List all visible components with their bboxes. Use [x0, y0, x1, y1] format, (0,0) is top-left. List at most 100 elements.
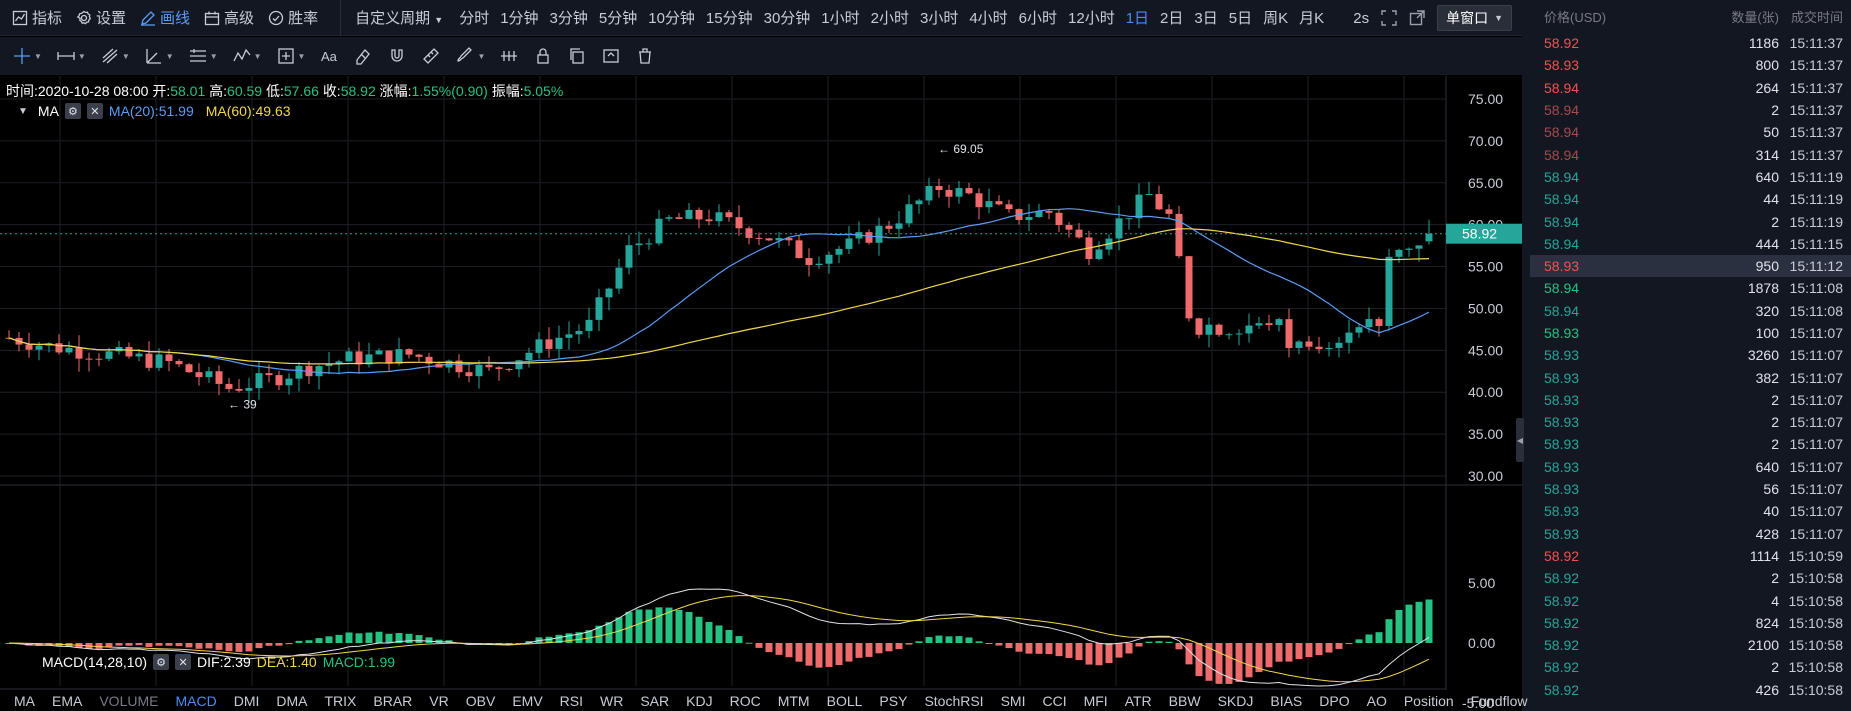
window-mode-select[interactable]: 单窗口 ▼	[1437, 5, 1512, 31]
trend-line-icon[interactable]: ▼	[100, 46, 130, 66]
fullscreen-icon[interactable]	[1381, 10, 1397, 26]
candle-body	[725, 212, 733, 218]
tab-ema[interactable]: EMA	[52, 692, 83, 709]
period-14[interactable]: 2日	[1160, 10, 1184, 27]
tab-trix[interactable]: TRIX	[324, 692, 357, 709]
copy-icon[interactable]	[567, 46, 587, 66]
trade-price: 58.93	[1544, 325, 1580, 341]
tab-bbw[interactable]: BBW	[1168, 692, 1201, 709]
toolbar-button-3[interactable]: 高级	[204, 7, 254, 28]
crosshair-icon[interactable]: ▼	[12, 46, 42, 66]
tab-fundflow[interactable]: Fundflow	[1470, 692, 1528, 709]
tab-skdj[interactable]: SKDJ	[1217, 692, 1254, 709]
candle-body	[1225, 334, 1233, 336]
pattern-icon[interactable]	[499, 46, 519, 66]
tab-psy[interactable]: PSY	[879, 692, 908, 709]
period-0[interactable]: 分时	[459, 10, 490, 27]
tab-ao[interactable]: AO	[1366, 692, 1387, 709]
period-2[interactable]: 3分钟	[549, 10, 588, 27]
period-5[interactable]: 15分钟	[705, 10, 753, 27]
ruler-icon[interactable]	[421, 46, 441, 66]
fib-icon[interactable]: ▼	[188, 46, 218, 66]
tab-stochrsi[interactable]: StochRSI	[924, 692, 984, 709]
trade-row: 58.92 1186 15:11:37	[1530, 32, 1851, 54]
tab-dmi[interactable]: DMI	[233, 692, 260, 709]
tab-obv[interactable]: OBV	[465, 692, 496, 709]
winrate-icon	[268, 10, 284, 26]
period-17[interactable]: 周K	[1263, 10, 1289, 27]
popout-icon[interactable]	[1409, 10, 1425, 26]
candle-body	[1055, 212, 1063, 226]
macd-settings-icon[interactable]: ⚙	[153, 654, 170, 670]
tab-ma[interactable]: MA	[14, 692, 35, 709]
measure-icon[interactable]: ▼	[276, 46, 305, 66]
period-4[interactable]: 10分钟	[648, 10, 695, 27]
tab-smi[interactable]: SMI	[1000, 692, 1026, 709]
trash-icon[interactable]	[635, 46, 655, 66]
interval-label[interactable]: 2s	[1353, 9, 1370, 27]
period-11[interactable]: 6小时	[1018, 10, 1058, 27]
tab-dma[interactable]: DMA	[276, 692, 308, 709]
lock-icon[interactable]	[533, 46, 553, 66]
angle-icon[interactable]: ▼	[144, 46, 174, 66]
period-9[interactable]: 3小时	[919, 10, 959, 27]
tab-position[interactable]: Position	[1403, 692, 1454, 709]
tab-roc[interactable]: ROC	[729, 692, 761, 709]
custom-period-select[interactable]: 自定义周期 ▼	[355, 7, 443, 28]
brush-icon[interactable]: ▼	[455, 46, 485, 66]
trade-time: 15:11:07	[1789, 414, 1843, 431]
macd-bar	[925, 637, 933, 643]
ma-settings-icon[interactable]: ⚙	[64, 103, 81, 119]
tab-boll[interactable]: BOLL	[826, 692, 863, 709]
tab-volume[interactable]: VOLUME	[99, 692, 159, 709]
tab-mtm[interactable]: MTM	[777, 692, 810, 709]
macd-bar	[1095, 643, 1103, 666]
horizontal-line-icon[interactable]: ▼	[56, 46, 86, 66]
chart-area: 75.0070.0065.0060.0055.0050.0045.0040.00…	[0, 76, 1527, 711]
tab-rsi[interactable]: RSI	[559, 692, 584, 709]
period-15[interactable]: 3日	[1194, 10, 1218, 27]
toolbar-button-4[interactable]: 胜率	[268, 7, 318, 28]
toolbar-button-1[interactable]: 设置	[76, 7, 126, 28]
tab-kdj[interactable]: KDJ	[686, 692, 713, 709]
period-13[interactable]: 1日	[1125, 10, 1150, 27]
trade-row: 58.92 2100 15:10:58	[1530, 634, 1851, 656]
tab-mfi[interactable]: MFI	[1083, 692, 1108, 709]
eraser-draw-icon[interactable]	[353, 46, 373, 66]
tab-vr[interactable]: VR	[429, 692, 449, 709]
candlestick-chart[interactable]: 75.0070.0065.0060.0055.0050.0045.0040.00…	[0, 76, 1522, 711]
tab-brar[interactable]: BRAR	[373, 692, 413, 709]
text-icon[interactable]: Aa	[319, 46, 339, 66]
screenshot-icon[interactable]	[601, 46, 621, 66]
wave-icon[interactable]: ▼	[232, 46, 262, 66]
tab-macd[interactable]: MACD	[175, 692, 217, 709]
tab-dpo[interactable]: DPO	[1319, 692, 1350, 709]
period-10[interactable]: 4小时	[969, 10, 1008, 27]
period-12[interactable]: 12小时	[1068, 10, 1115, 27]
trade-row: 58.92 426 15:10:58	[1530, 679, 1851, 701]
tab-emv[interactable]: EMV	[512, 692, 543, 709]
period-3[interactable]: 5分钟	[598, 10, 638, 27]
tab-wr[interactable]: WR	[600, 692, 624, 709]
current-price-label: 58.92	[1462, 226, 1497, 242]
tab-sar[interactable]: SAR	[640, 692, 670, 709]
tab-bias[interactable]: BIAS	[1270, 692, 1303, 709]
period-1[interactable]: 1分钟	[500, 10, 539, 27]
period-16[interactable]: 5日	[1228, 10, 1253, 27]
period-7[interactable]: 1小时	[821, 10, 860, 27]
ma-close-icon[interactable]: ✕	[86, 103, 103, 119]
period-6[interactable]: 30分钟	[763, 10, 811, 27]
trade-row: 58.94 2 15:11:19	[1530, 210, 1851, 232]
tab-atr[interactable]: ATR	[1124, 692, 1152, 709]
toolbar-button-0[interactable]: 指标	[12, 7, 62, 28]
magnet-icon[interactable]	[387, 46, 407, 66]
period-8[interactable]: 2小时	[870, 10, 909, 27]
collapse-icon[interactable]: ▼	[18, 105, 28, 117]
toolbar-button-2[interactable]: 画线	[140, 7, 190, 28]
tab-cci[interactable]: CCI	[1042, 692, 1067, 709]
macd-close-icon[interactable]: ✕	[175, 654, 192, 670]
period-18[interactable]: 月K	[1299, 10, 1325, 27]
candle-body	[185, 364, 193, 373]
panel-collapse-handle[interactable]: ◀	[1516, 418, 1524, 462]
candle-body	[885, 225, 893, 229]
